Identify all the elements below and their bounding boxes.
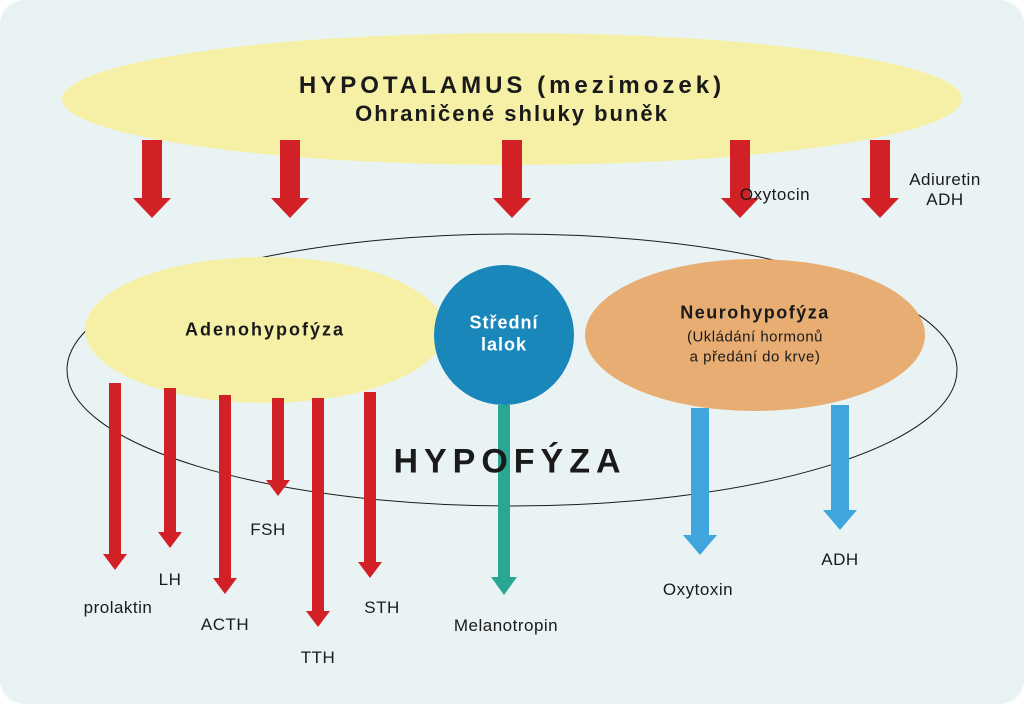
adeno-arrow-1 <box>158 388 182 548</box>
hypophysis-title: HYPOFÝZA <box>393 443 626 482</box>
adeno-arrow-4 <box>306 398 330 627</box>
diagram-canvas: HYPOTALAMUS (mezimozek)Ohraničené shluky… <box>0 0 1024 704</box>
label-lh: LH <box>159 570 182 590</box>
label-fsh: FSH <box>250 520 286 540</box>
adeno-title: Adenohypofýza <box>185 320 345 341</box>
adeno-arrow-3 <box>266 398 290 496</box>
hypothalamus-title-line2: Ohraničené shluky buněk <box>355 101 669 127</box>
neuro-arrow-0 <box>683 408 717 555</box>
neuro-title: Neurohypofýza <box>680 303 830 324</box>
middle-title-l2: lalok <box>481 335 527 356</box>
label-prolaktin: prolaktin <box>84 598 153 618</box>
label-adiuretin-l1: Adiuretin <box>909 170 981 190</box>
label-adh: ADH <box>821 550 858 570</box>
adeno-arrow-0 <box>103 383 127 570</box>
label-oxytoxin: Oxytoxin <box>663 580 733 600</box>
label-acth: ACTH <box>201 615 249 635</box>
neuro-sub-l2: a předání do krve) <box>690 349 821 366</box>
middle-title-l1: Střední <box>469 313 538 334</box>
label-adiuretin-l2: ADH <box>926 190 963 210</box>
neuro-arrow-1 <box>823 405 857 530</box>
label-melanotropin: Melanotropin <box>454 616 558 636</box>
label-tth: TTH <box>301 648 336 668</box>
top-arrow-0 <box>133 140 171 218</box>
middle-arrow <box>491 405 517 595</box>
label-sth: STH <box>364 598 400 618</box>
adeno-arrow-5 <box>358 392 382 578</box>
label-oxytocin-top: Oxytocin <box>740 185 810 205</box>
adeno-arrow-2 <box>213 395 237 594</box>
top-arrow-4 <box>861 140 899 218</box>
neuro-sub-l1: (Ukládání hormonů <box>687 329 823 346</box>
hypothalamus-title-line1: HYPOTALAMUS (mezimozek) <box>299 72 725 100</box>
